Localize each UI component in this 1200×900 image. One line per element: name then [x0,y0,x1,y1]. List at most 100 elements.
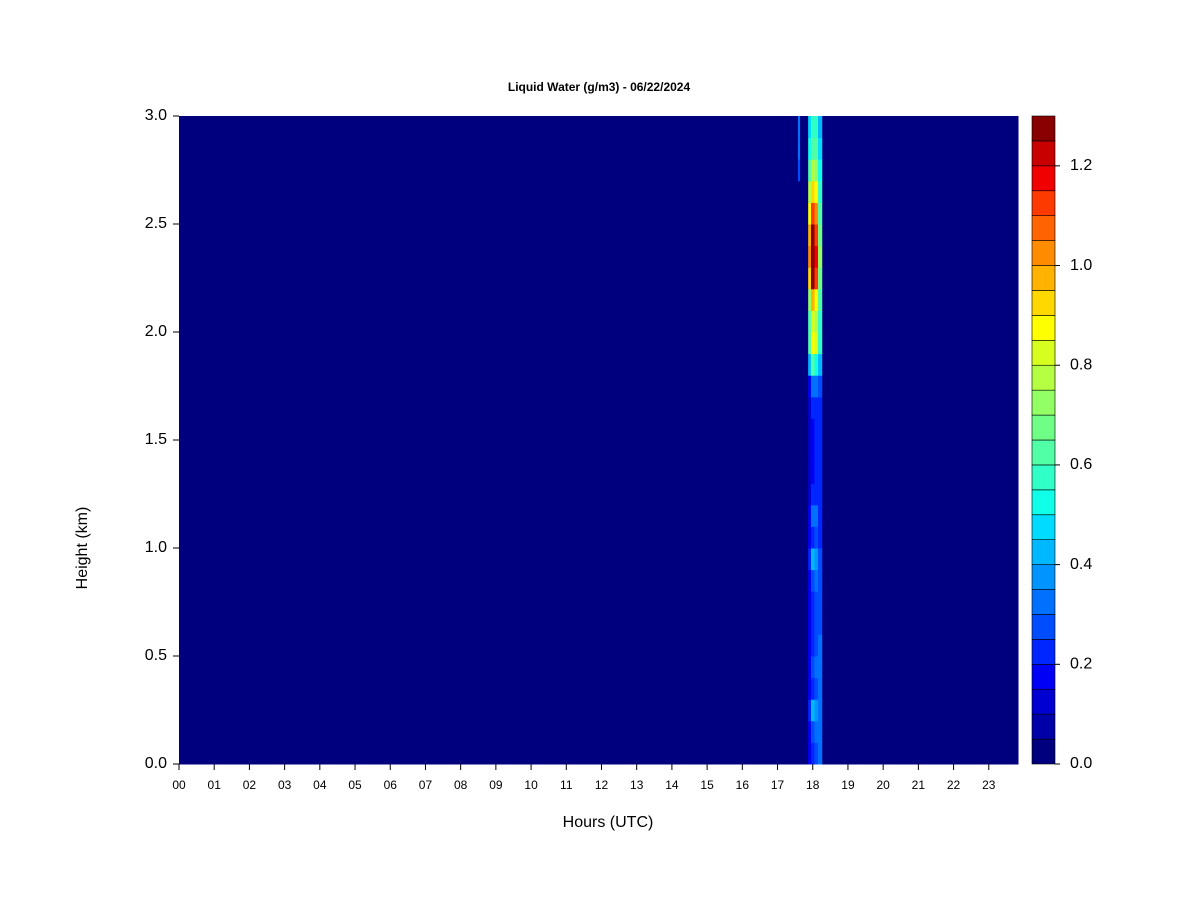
heatmap-cell [800,742,809,765]
heatmap-cell [808,526,812,549]
heatmap-cell [810,288,815,311]
colorbar-band [1031,489,1056,516]
heatmap-cell [179,288,799,311]
heatmap-cell [800,526,809,549]
heatmap-cell [179,418,799,441]
heatmap-cell [800,634,809,657]
heatmap-cell [797,418,801,441]
colorbar-band [1031,190,1056,216]
heatmap-cell [808,180,812,203]
heatmap-cell [818,116,823,139]
heatmap-cell [822,418,1019,441]
colorbar-band [1031,115,1056,142]
x-tick-label: 17 [771,778,785,792]
colorbar-band [1031,414,1056,441]
heatmap-cell [818,461,823,484]
colorbar-band [1031,290,1056,316]
heatmap-cell [822,267,1019,290]
heatmap-cell [179,440,799,463]
heatmap-cell [800,288,809,311]
heatmap-cell [822,548,1019,571]
heatmap-cell [179,332,799,355]
colorbar-band [1031,340,1056,366]
heatmap-cell [822,461,1019,484]
x-tick-label: 04 [313,778,327,792]
heatmap-cell [810,418,815,441]
heatmap-cell [814,440,819,463]
heatmap-cell [797,548,801,571]
heatmap-cell [810,310,815,333]
heatmap-cell [800,375,809,398]
heatmap-cell [818,440,823,463]
heatmap-cell [800,699,809,722]
colorbar-tick-label: 0.8 [1070,356,1092,373]
colorbar-band [1031,589,1056,615]
colorbar-band [1031,215,1056,241]
x-tick-label: 03 [278,778,292,792]
heatmap-cell [814,396,819,419]
x-tick-label: 15 [700,778,714,792]
heatmap-cell [808,245,812,268]
heatmap-cell [808,267,812,290]
heatmap-cell [818,180,823,203]
heatmap-cell [810,548,815,571]
heatmap-cell [822,310,1019,333]
heatmap-cell [810,677,815,700]
heatmap-cell [797,288,801,311]
colorbar-band [1031,688,1056,715]
heatmap-cell [800,418,809,441]
colorbar-band [1031,564,1056,590]
heatmap-cell [179,483,799,506]
heatmap-cell [797,677,801,700]
heatmap-cell [179,634,799,657]
heatmap-cell [822,569,1019,592]
heatmap-cell [814,159,819,182]
heatmap-cell [808,548,812,571]
heatmap-cell [808,483,812,506]
heatmap-cell [800,677,809,700]
x-tick-label: 23 [982,778,996,792]
heatmap-cell [179,569,799,592]
heatmap-cell [797,396,801,419]
heatmap-cell [822,656,1019,679]
heatmap-cell [810,483,815,506]
heatmap-cell [797,224,801,247]
colorbar-band [1031,265,1056,291]
heatmap-cell [808,569,812,592]
heatmap-cell [810,504,815,527]
y-axis-label: Height (km) [74,507,91,590]
heatmap-cell [808,461,812,484]
x-tick-label: 10 [524,778,538,792]
heatmap-cell [797,504,801,527]
heatmap-cell [818,483,823,506]
heatmap-cell [810,267,815,290]
heatmap-cell [810,180,815,203]
heatmap-cell [810,396,815,419]
colorbar-band [1031,389,1056,416]
heatmap-cell [814,418,819,441]
heatmap-cell [800,504,809,527]
heatmap-cell [810,591,815,614]
heatmap-cell [818,375,823,398]
heatmap-cell [822,483,1019,506]
x-axis-label: Hours (UTC) [563,814,654,831]
heatmap-cell [818,224,823,247]
heatmap-cell [814,310,819,333]
chart-title: Liquid Water (g/m3) - 06/22/2024 [508,80,691,94]
heatmap-cell [797,612,801,635]
colorbar-band [1031,664,1056,690]
heatmap-cell [179,375,799,398]
heatmap-cell [179,353,799,376]
heatmap-cell [179,202,799,225]
heatmap-cell [818,699,823,722]
heatmap-cell [818,267,823,290]
heatmap-cell [818,656,823,679]
heatmap-cell [808,720,812,743]
heatmap-cell [818,591,823,614]
heatmap-cell [810,461,815,484]
colorbar-band [1031,639,1056,665]
heatmap-cell [808,224,812,247]
heatmap-cell [814,742,819,765]
heatmap-cell [818,137,823,160]
